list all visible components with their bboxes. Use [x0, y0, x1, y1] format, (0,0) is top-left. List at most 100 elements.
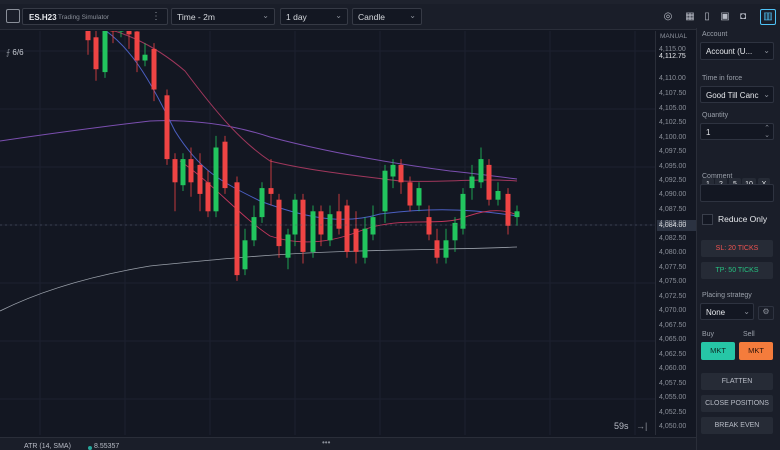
price-tick-label: 4,065.00 [659, 336, 687, 343]
top-tab-strip [0, 0, 780, 4]
reduce-only-checkbox[interactable] [702, 214, 713, 225]
stepper-icon[interactable]: ⌃ ⌄ [764, 125, 770, 139]
chart-type-value: Candle [358, 12, 385, 22]
atr-label: ATR (14, SMA) [24, 443, 71, 450]
range-value: 1 day [286, 12, 307, 22]
sma-long-line [0, 246, 518, 312]
take-profit-button[interactable]: TP: 50 TICKS [701, 262, 773, 279]
candle-body [460, 193, 466, 229]
price-axis[interactable]: MANUAL 4,112.75 4,084.00 4,115.00 4,110.0… [655, 31, 697, 435]
price-tick-label: 4,075.00 [659, 278, 687, 285]
candle-body [93, 37, 99, 70]
quantity-value: 1 [706, 128, 711, 137]
candle-body [134, 31, 140, 61]
chart-toolbar: ES.H23 Trading Simulator ⋮ Time - 2m ⌄ 1 … [0, 4, 780, 30]
more-icon[interactable]: ⋮ [151, 11, 161, 22]
candle-body [234, 182, 240, 276]
candle-body [110, 31, 116, 32]
atr-value: 8.55357 [94, 443, 120, 450]
price-tick-label: 4,115.00 [659, 46, 686, 53]
keyboard-icon[interactable]: ▦ [685, 11, 695, 22]
candle-body [443, 240, 449, 258]
candle-body [344, 205, 350, 252]
candle-body [495, 191, 501, 200]
candle-body [390, 164, 396, 177]
buy-market-button[interactable]: MKT [701, 342, 735, 360]
indicator-pane-header: ••• ATR (14, SMA) 8.55357 [0, 437, 696, 450]
price-tick-label: 4,095.00 [659, 163, 687, 170]
chevron-down-icon: ⌄ [743, 307, 750, 316]
candle-body [452, 222, 458, 241]
range-select[interactable]: 1 day ⌄ [280, 8, 348, 25]
price-tick-label: 4,107.50 [659, 90, 687, 97]
placing-strategy-select[interactable]: None ⌄ [700, 303, 754, 320]
chevron-down-icon: ⌄ [262, 11, 269, 20]
candle-body [300, 199, 306, 252]
reduce-only-label: Reduce Only [718, 214, 768, 224]
account-select[interactable]: Account (U... ⌄ [700, 42, 774, 60]
candle-body [407, 182, 413, 206]
close-positions-button[interactable]: CLOSE POSITIONS [701, 395, 773, 412]
candle-body [197, 164, 203, 194]
price-tick-label: 4,087.50 [659, 206, 687, 213]
candle-body [514, 211, 520, 218]
jump-to-latest-icon[interactable]: →| [636, 421, 648, 431]
calendar-icon[interactable]: ▣ [720, 11, 730, 22]
account-label: Account [702, 31, 728, 38]
sma-red-line [113, 31, 518, 182]
comment-input[interactable] [700, 184, 774, 202]
sell-market-button[interactable]: MKT [739, 342, 773, 360]
sma-purple-line [0, 120, 518, 180]
price-tick-label: 4,077.50 [659, 264, 687, 271]
symbol-selector[interactable]: ES.H23 Trading Simulator ⋮ [22, 8, 168, 25]
zoom-icon[interactable]: ◎ [663, 11, 673, 22]
break-even-button[interactable]: BREAK EVEN [701, 417, 773, 434]
interval-select[interactable]: Time - 2m ⌄ [171, 8, 275, 25]
candle-body [362, 228, 368, 258]
last-price-label: 4,084.00 [657, 220, 697, 231]
mouse-icon[interactable]: ▯ [704, 11, 710, 22]
chevron-down-icon: ⌄ [763, 90, 770, 99]
flatten-button[interactable]: FLATTEN [701, 373, 773, 390]
price-tick-label: 4,062.50 [659, 351, 687, 358]
price-tick-label: 4,082.50 [659, 235, 687, 242]
price-tick-label: 4,097.50 [659, 148, 687, 155]
order-panel: Account Account (U... ⌄ Time in force Goo… [696, 28, 780, 450]
chevron-down-icon: ⌄ [335, 11, 342, 20]
trade-panel-toggle-icon[interactable]: ▥ [760, 9, 776, 25]
price-tick-label: 4,052.50 [659, 409, 687, 416]
sell-label: Sell [743, 331, 755, 338]
indicator-legend[interactable]: ⨍ 6/6 [6, 48, 24, 57]
quantity-input[interactable]: 1 ⌃ ⌄ [700, 123, 774, 140]
price-tick-label: 4,057.50 [659, 380, 687, 387]
price-tick-label: 4,092.50 [659, 177, 687, 184]
candle-body [259, 188, 265, 218]
comment-label: Comment [702, 173, 733, 180]
candle-body [142, 54, 148, 61]
price-tick-label: 4,090.00 [659, 191, 687, 198]
gear-icon[interactable]: ⚙ [758, 306, 774, 320]
tif-select[interactable]: Good Till Canc ⌄ [700, 86, 774, 103]
candle-body [242, 240, 248, 270]
placing-strategy-value: None [706, 308, 726, 317]
candle-body [268, 188, 274, 194]
chevron-down-icon: ⌄ [763, 46, 770, 55]
sidebar-toggle-icon[interactable] [6, 9, 20, 23]
candle-body [151, 48, 157, 90]
candle-body [126, 31, 132, 35]
stop-loss-button[interactable]: SL: 20 TICKS [701, 240, 773, 257]
candle-body [213, 147, 219, 212]
candle-body [205, 182, 211, 212]
candle-body [292, 199, 298, 235]
pane-resize-handle[interactable]: ••• [322, 438, 331, 447]
symbol-subtitle: Trading Simulator [58, 14, 110, 21]
candle-body [188, 159, 194, 183]
manual-scale-label[interactable]: MANUAL [660, 33, 688, 40]
chart-type-select[interactable]: Candle ⌄ [352, 8, 422, 25]
interval-value: Time - 2m [177, 12, 215, 22]
price-chart[interactable] [0, 31, 655, 435]
camera-icon[interactable]: ◘ [739, 11, 747, 22]
legend-count: 6/6 [12, 48, 24, 57]
candle-body [180, 159, 186, 186]
price-tick-label: 4,105.00 [659, 105, 687, 112]
